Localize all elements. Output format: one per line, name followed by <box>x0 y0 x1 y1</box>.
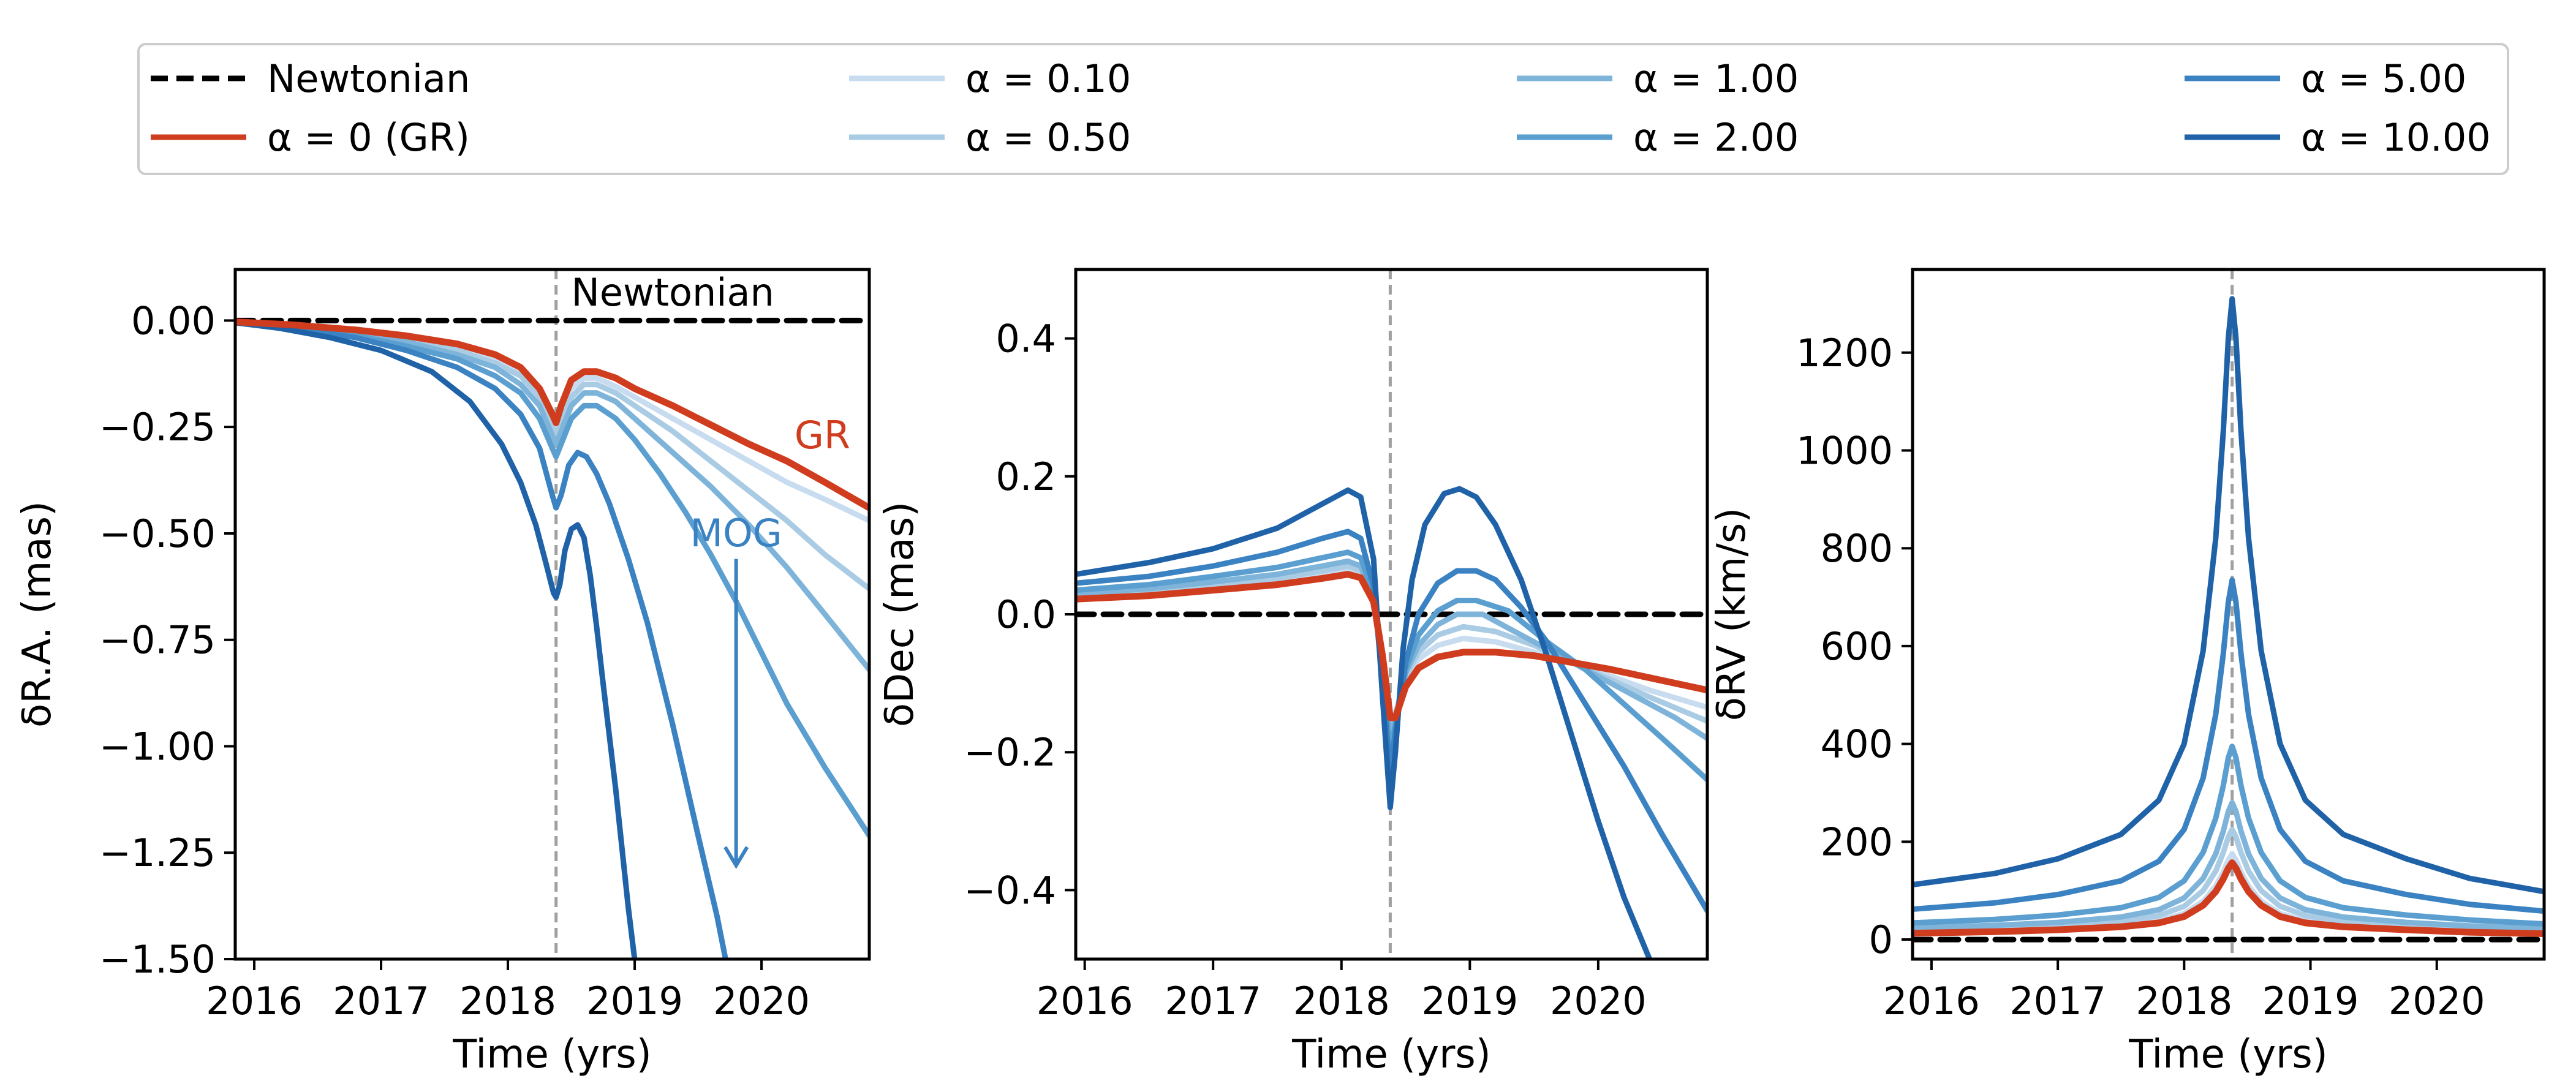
dec-ytick-label: 0.0 <box>995 592 1056 637</box>
dec-xtick-label: 2018 <box>1293 979 1390 1023</box>
dec-series-alpha_5-00 <box>1076 529 1707 914</box>
legend-label-alpha_0-10: α = 0.10 <box>965 56 1131 101</box>
legend-label-alpha_5-00: α = 5.00 <box>2301 56 2466 101</box>
ra-series-alpha_5-00 <box>235 320 728 959</box>
rv-series-alpha_5-00 <box>1913 577 2544 914</box>
rv-xtick-label: 2016 <box>1883 979 1980 1023</box>
ra-series-alpha_0-50 <box>235 319 869 592</box>
legend: Newtonian α = 0 (GR) α = 0.10 α = 0.50 α = 1… <box>137 43 2509 175</box>
dec-ytick-label: 0.2 <box>995 454 1056 499</box>
rv-xtick-label: 2018 <box>2136 979 2232 1023</box>
rv-ytick-label: 400 <box>1821 722 1893 767</box>
ra-series-alpha_1-00 <box>235 320 869 672</box>
rv-series-alpha_10-00 <box>1913 296 2544 895</box>
rv-series-alpha_1-00 <box>1913 800 2544 932</box>
dec-ytick-label: −0.4 <box>964 868 1056 913</box>
ra-ytick-label: −0.75 <box>99 618 216 663</box>
ra-xtick-label: 2019 <box>586 979 683 1023</box>
ra-xtick-label: 2017 <box>333 979 429 1023</box>
ra-ytick-label: −0.25 <box>99 405 216 450</box>
ra-mog-arrow-head <box>723 846 749 869</box>
rv-ytick-label: 0 <box>1869 917 1893 962</box>
legend-label-alpha_2-00: α = 2.00 <box>1633 115 1799 160</box>
rv-xtick-label: 2019 <box>2262 979 2359 1023</box>
ra-ytick-label: −1.50 <box>99 937 216 982</box>
ra-ytick-label: −0.50 <box>99 511 216 556</box>
panel-ra: Newtonian GR MOG 2016 2017 2018 2019 2020 0.00 −0… <box>15 268 871 1077</box>
dec-xtick-label: 2017 <box>1165 979 1261 1023</box>
legend-label-alpha_1-00: α = 1.00 <box>1633 56 1799 101</box>
ra-xtick-label: 2016 <box>206 979 303 1023</box>
ra-ytick-label: −1.25 <box>99 830 216 875</box>
dec-ytick-label: 0.4 <box>995 317 1056 361</box>
dec-ylabel: δDec (mas) <box>877 502 923 727</box>
dec-xtick-label: 2019 <box>1421 979 1518 1023</box>
rv-series-gr <box>1913 859 2544 937</box>
dec-series-gr <box>1076 571 1707 721</box>
dec-ytick-label: −0.2 <box>964 730 1056 775</box>
ra-ytick-label: −1.00 <box>99 724 216 769</box>
ra-series-alpha_10-00 <box>235 320 638 959</box>
legend-frame <box>137 43 2509 175</box>
dec-xlabel: Time (yrs) <box>1291 1032 1490 1077</box>
ra-series-gr <box>235 318 869 511</box>
ra-series-alpha_2-00 <box>235 320 869 838</box>
rv-ytick-label: 800 <box>1821 526 1893 571</box>
ra-annotation-newtonian: Newtonian <box>572 270 774 315</box>
rv-ytick-label: 1200 <box>1796 331 1893 375</box>
rv-series-alpha_0-50 <box>1913 826 2544 934</box>
ra-ytick-label: 0.00 <box>131 298 216 343</box>
rv-ytick-label: 600 <box>1821 624 1893 669</box>
rv-xlabel: Time (yrs) <box>2128 1032 2327 1077</box>
rv-xtick-label: 2017 <box>2009 979 2106 1023</box>
legend-label-gr: α = 0 (GR) <box>267 115 470 160</box>
legend-label-alpha_10-00: α = 10.00 <box>2301 115 2491 160</box>
dec-series-alpha_10-00 <box>1076 486 1653 959</box>
ra-xtick-label: 2020 <box>713 979 810 1023</box>
ra-annotation-mog: MOG <box>690 511 782 555</box>
ra-xlabel: Time (yrs) <box>452 1032 651 1077</box>
panel-rv: 2016 2017 2018 2019 2020 0 200 400 600 800 1000 120… <box>1709 268 2546 1077</box>
ra-annotation-gr: GR <box>795 413 850 458</box>
legend-label-alpha_0-50: α = 0.50 <box>965 115 1131 160</box>
ra-axes-frame <box>233 268 871 961</box>
rv-ytick-label: 1000 <box>1796 428 1893 473</box>
rv-ytick-label: 200 <box>1821 819 1893 864</box>
dec-xtick-label: 2020 <box>1550 979 1647 1023</box>
rv-axes-frame <box>1911 268 2546 961</box>
rv-series-alpha_2-00 <box>1913 744 2544 927</box>
dec-xtick-label: 2016 <box>1037 979 1133 1023</box>
legend-label-newtonian: Newtonian <box>267 56 470 101</box>
panel-dec: 2016 2017 2018 2019 2020 0.4 0.2 0.0 −0.2 −0.4 Tim… <box>877 268 1709 1077</box>
ra-ylabel: δR.A. (mas) <box>15 501 60 728</box>
rv-ylabel: δRV (km/s) <box>1709 508 1754 721</box>
rv-xtick-label: 2020 <box>2389 979 2485 1023</box>
ra-xtick-label: 2018 <box>459 979 556 1023</box>
